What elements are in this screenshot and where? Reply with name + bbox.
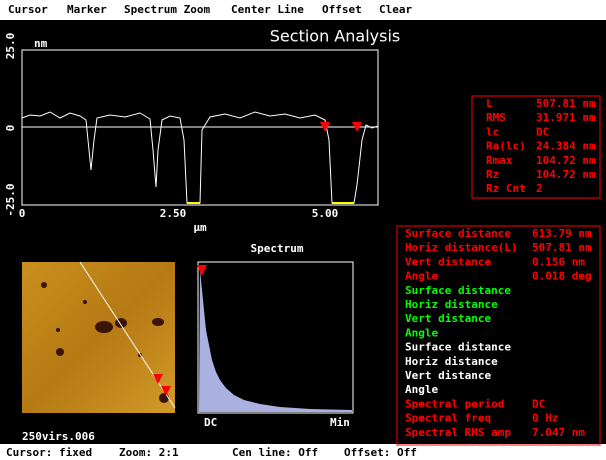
measure-value: DC — [532, 397, 545, 410]
measurements: Surface distance 613.79 nm Horiz distance(… — [405, 227, 592, 439]
stat-value: 104.72 nm — [536, 168, 596, 181]
y-unit: nm — [34, 37, 48, 50]
measure-value: 0.018 deg — [532, 270, 592, 283]
menu-item: Center Line — [231, 3, 304, 16]
measure-label: Surface distance — [405, 341, 511, 354]
x-unit: μm — [193, 221, 207, 234]
measure-value: 613.79 nm — [532, 227, 592, 240]
stat-label: Rz Cnt — [486, 182, 526, 195]
measure-label: Spectral period — [405, 397, 504, 410]
section-title: Section Analysis — [270, 27, 400, 46]
stats: L 507.81 nm RMS 31.971 nm lc DC Ra(lc) 24.384 n… — [486, 97, 596, 195]
measure-label: Angle — [405, 326, 438, 339]
stat-label: Rz — [486, 168, 499, 181]
screen: Cursor Marker Spectrum Zoom Center Line Offs… — [0, 0, 606, 460]
x-tick-label: 0 — [19, 207, 26, 220]
measure-label: Horiz distance — [405, 298, 498, 311]
stat-label: lc — [486, 125, 499, 138]
x-tick-label: 5.00 — [312, 207, 339, 220]
measure-value: 7.047 nm — [532, 426, 585, 439]
menu-item: Clear — [379, 3, 412, 16]
stat-label: L — [486, 97, 493, 110]
stat-label: Ra(lc) — [486, 140, 526, 153]
measure-label: Spectral freq — [405, 412, 491, 425]
image-filename: 250virs.006 — [22, 430, 95, 443]
menu-item: Offset — [322, 3, 362, 16]
y-tick-label: 0 — [4, 125, 17, 132]
measure-label: Horiz distance — [405, 355, 498, 368]
spectrum-area — [199, 270, 352, 412]
x-tick-label: 2.50 — [160, 207, 187, 220]
stat-label: Rmax — [486, 154, 513, 167]
stat-value: 2 — [536, 182, 543, 195]
status-item: Offset: Off — [344, 446, 417, 459]
measure-value: 0 Hz — [532, 412, 559, 425]
y-tick-label: -25.0 — [4, 183, 17, 216]
stat-value: DC — [536, 125, 549, 138]
measure-label: Vert distance — [405, 312, 491, 325]
stat-value: 31.971 nm — [536, 111, 596, 124]
measure-label: Angle — [405, 270, 438, 283]
status-item: Cen line: Off — [232, 446, 318, 459]
page: Cursor Marker Spectrum Zoom Center Line Offs… — [0, 0, 606, 460]
measure-value: 507.81 nm — [532, 241, 592, 254]
stat-label: RMS — [486, 111, 506, 124]
spectrum-title: Spectrum — [251, 242, 304, 255]
measure-label: Vert distance — [405, 255, 491, 268]
menu-item: Spectrum Zoom — [124, 3, 210, 16]
menu-item: Cursor — [8, 3, 48, 16]
y-tick-label: 25.0 — [4, 33, 17, 60]
measure-label: Vert distance — [405, 369, 491, 382]
measure-value: 0.156 nm — [532, 255, 585, 268]
measure-label: Surface distance — [405, 227, 511, 240]
spectrum-label: Min — [330, 416, 350, 429]
stat-value: 24.384 nm — [536, 140, 596, 153]
stat-value: 507.81 nm — [536, 97, 596, 110]
spectrum-label: DC — [204, 416, 217, 429]
status-item: Zoom: 2:1 — [119, 446, 179, 459]
menu-item: Marker — [67, 3, 107, 16]
measure-label: Horiz distance(L) — [405, 241, 518, 254]
measure-label: Surface distance — [405, 284, 511, 297]
stat-value: 104.72 nm — [536, 154, 596, 167]
measure-label: Spectral RMS amp — [405, 426, 511, 439]
measure-label: Angle — [405, 383, 438, 396]
status-item: Cursor: fixed — [6, 446, 92, 459]
